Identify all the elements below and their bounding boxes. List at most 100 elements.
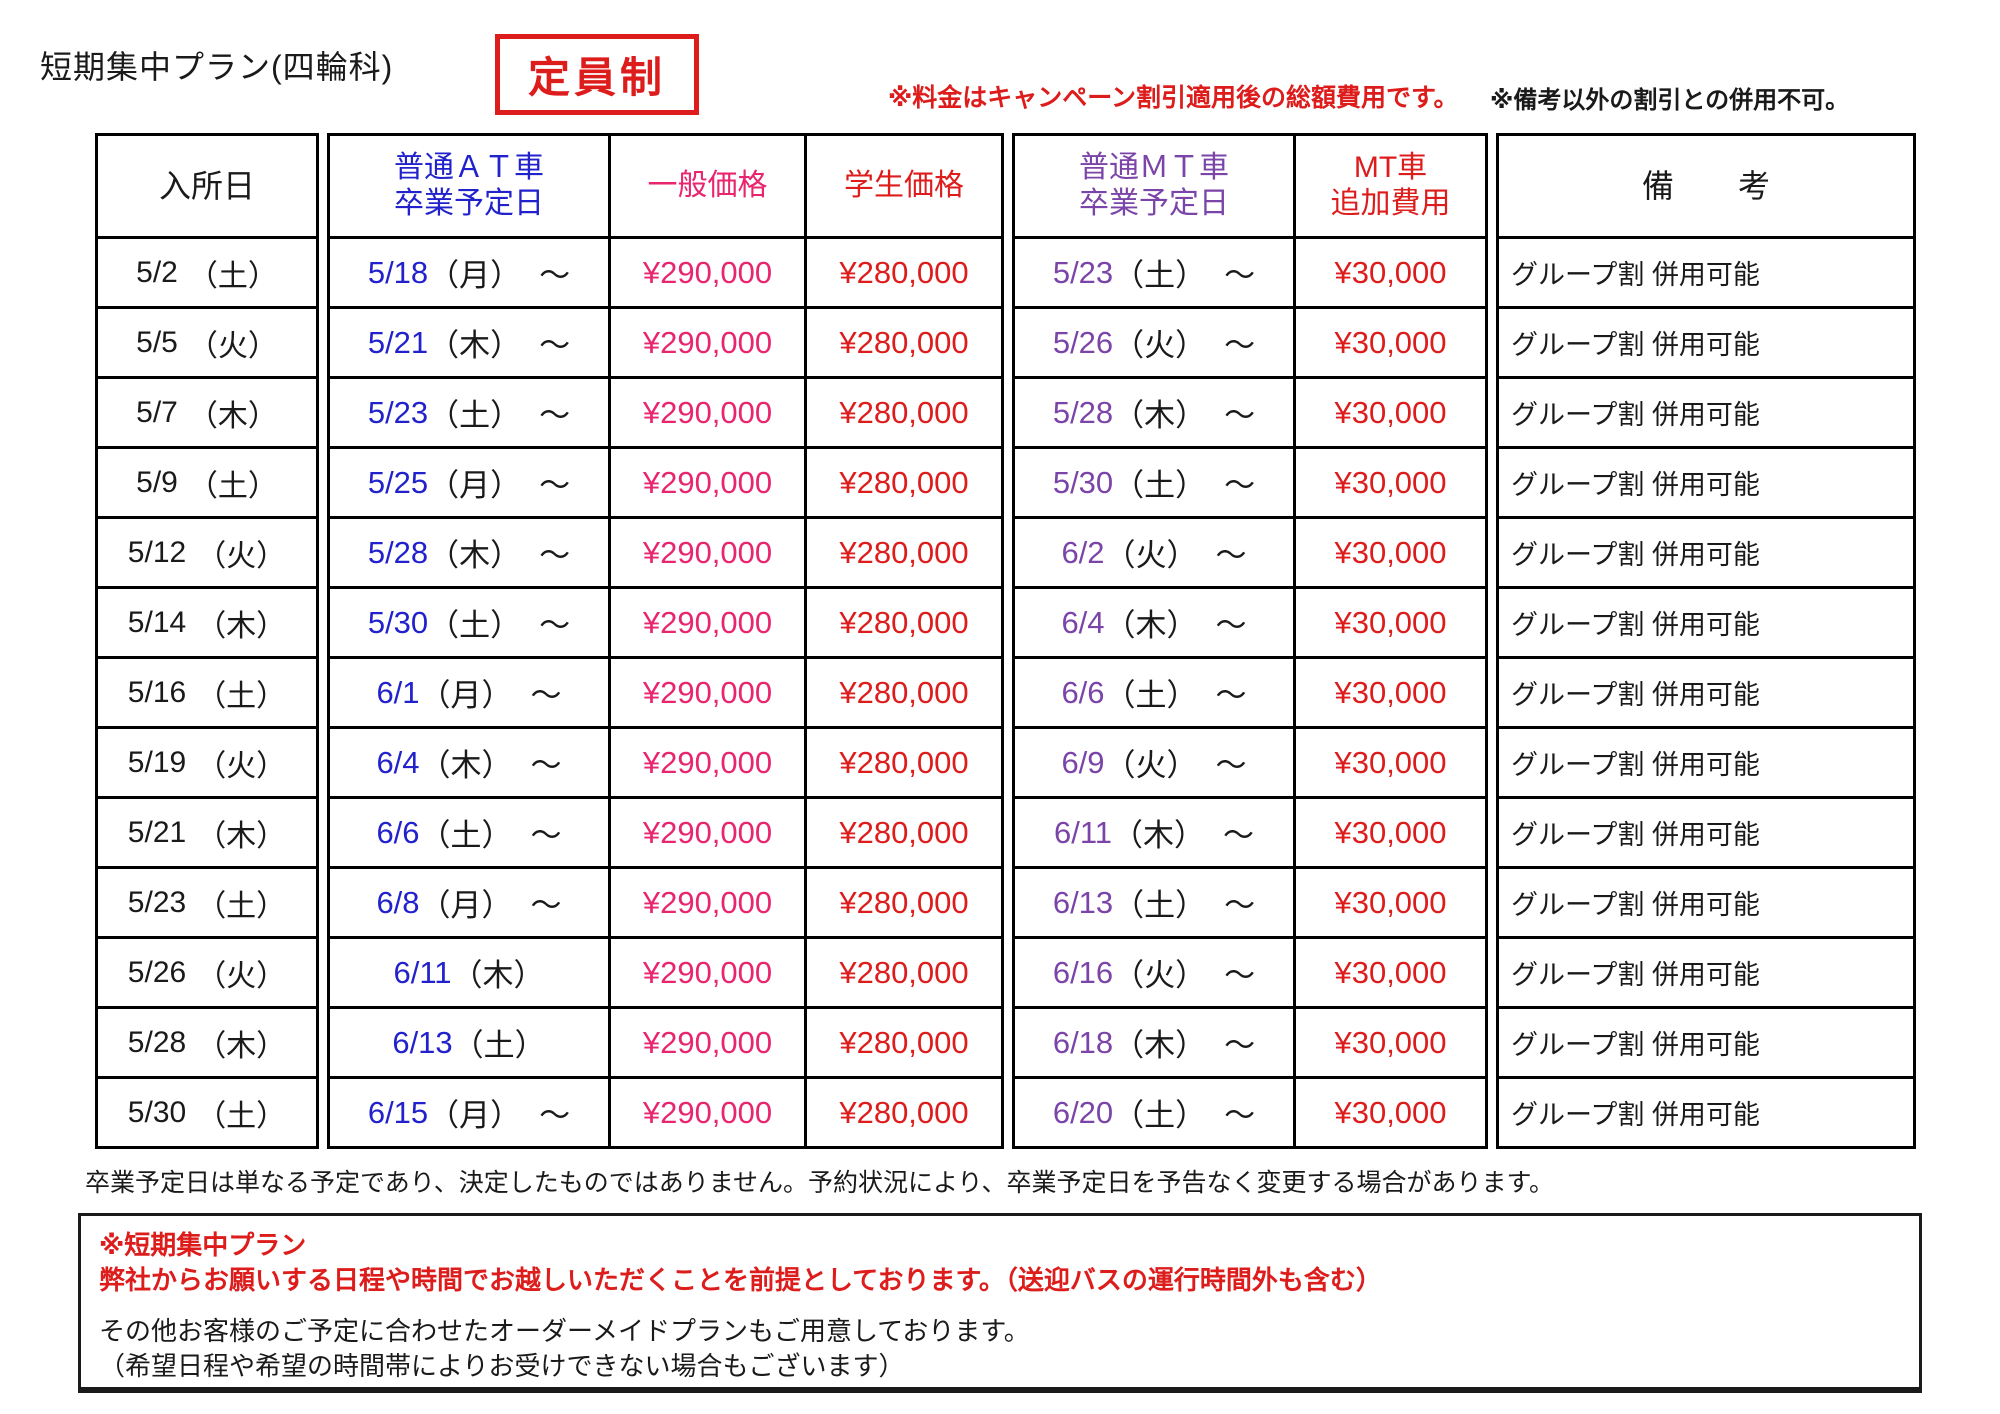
mt-graduation-day: （火） <box>1113 328 1207 363</box>
student-price: ¥280,000 <box>839 744 969 780</box>
mt-graduation-day: （木） <box>1113 398 1207 433</box>
mt-tilde: ～ <box>1223 818 1255 853</box>
mt-graduation-day: （土） <box>1113 1098 1207 1133</box>
mt-fee: ¥30,000 <box>1334 604 1447 640</box>
at-graduation-day: （木） <box>428 328 522 363</box>
info-plan-condition: 弊社からお願いする日程や時間でお越しいただくことを前提としております。（送迎バス… <box>99 1265 1382 1295</box>
mt-fee-cell: ¥30,000 <box>1293 306 1485 376</box>
entry-date: 5/21 <box>127 815 187 849</box>
at-tilde: ～ <box>539 468 571 503</box>
mt-graduation-date: 6/2 <box>1061 534 1105 570</box>
entry-day: （火） <box>187 329 278 363</box>
mt-graduation-date: 6/13 <box>1052 884 1114 920</box>
general-price: ¥290,000 <box>642 1094 773 1130</box>
mt-header-line1: 普通ＭＴ車 <box>1079 151 1229 184</box>
entry-date: 5/7 <box>136 395 178 429</box>
mt-graduation-date: 5/23 <box>1052 254 1114 290</box>
student-price: ¥280,000 <box>839 814 969 850</box>
at-graduation-day: （木） <box>451 958 545 993</box>
mt-graduation-cell: 6/18 （木） ～ <box>1015 1006 1293 1076</box>
general-price: ¥290,000 <box>642 324 773 360</box>
entry-day: （木） <box>196 1029 287 1063</box>
mt-graduation-day: （土） <box>1113 468 1207 503</box>
student-price: ¥280,000 <box>839 254 969 290</box>
at-graduation-day: （月） <box>428 1098 522 1133</box>
mt-graduation-cell: 6/11 （木） ～ <box>1015 796 1293 866</box>
at-graduation-date: 5/23 <box>367 394 429 430</box>
at-graduation-day: （月） <box>419 678 513 713</box>
entry-date-column-group: 入所日 5/2 （土） 5/5 （火） 5/7 （木） 5/9 （土） 5/12 （火） 5/14 （… <box>95 133 319 1149</box>
entry-day: （火） <box>196 539 287 573</box>
entry-day: （火） <box>196 749 287 783</box>
at-graduation-cell: 6/15 （月） ～ <box>330 1076 608 1146</box>
column-header-remarks: 備 考 <box>1641 167 1770 204</box>
mt-graduation-cell: 5/23 （土） ～ <box>1015 236 1293 306</box>
entry-date-cell: 5/14 （木） <box>98 586 316 656</box>
at-graduation-cell: 5/25 （月） ～ <box>330 446 608 516</box>
at-graduation-date: 5/21 <box>367 324 429 360</box>
general-price: ¥290,000 <box>642 744 773 780</box>
at-graduation-cell: 5/28 （木） ～ <box>330 516 608 586</box>
at-graduation-date: 6/13 <box>392 1024 453 1060</box>
at-tilde: ～ <box>530 748 562 783</box>
mt-graduation-day: （火） <box>1113 958 1207 993</box>
mt-graduation-day: （火） <box>1104 538 1198 573</box>
student-price-cell: ¥280,000 <box>804 586 1001 656</box>
general-price-cell: ¥290,000 <box>608 656 804 726</box>
mt-fee-cell: ¥30,000 <box>1293 1076 1485 1146</box>
at-graduation-day: （木） <box>419 748 513 783</box>
remarks-cell: グループ割 併用可能 <box>1499 1076 1913 1146</box>
student-price: ¥280,000 <box>839 954 969 990</box>
mt-graduation-cell: 5/28 （木） ～ <box>1015 376 1293 446</box>
at-graduation-date: 6/15 <box>367 1094 429 1130</box>
at-tilde: ～ <box>539 328 571 363</box>
at-graduation-cell: 5/21 （木） ～ <box>330 306 608 376</box>
general-price-cell: ¥290,000 <box>608 1006 804 1076</box>
plan-info-box: ※短期集中プラン 弊社からお願いする日程や時間でお越しいただくことを前提としてお… <box>78 1213 1922 1393</box>
mt-graduation-date: 5/26 <box>1052 324 1114 360</box>
mt-fee: ¥30,000 <box>1334 464 1447 500</box>
mt-tilde: ～ <box>1224 328 1256 363</box>
student-price-cell: ¥280,000 <box>804 796 1001 866</box>
schedule-table: 入所日 5/2 （土） 5/5 （火） 5/7 （木） 5/9 （土） 5/12 （火） 5/14 （… <box>95 133 1916 1149</box>
mt-fee-cell: ¥30,000 <box>1293 866 1485 936</box>
mt-fee-cell: ¥30,000 <box>1293 516 1485 586</box>
mt-fee-cell: ¥30,000 <box>1293 446 1485 516</box>
mt-tilde: ～ <box>1215 748 1247 783</box>
student-price-cell: ¥280,000 <box>804 306 1001 376</box>
entry-date-cell: 5/30 （土） <box>98 1076 316 1146</box>
student-price-cell: ¥280,000 <box>804 376 1001 446</box>
entry-date-cell: 5/26 （火） <box>98 936 316 1006</box>
remarks-cell: グループ割 併用可能 <box>1499 446 1913 516</box>
mt-fee-cell: ¥30,000 <box>1293 726 1485 796</box>
general-price: ¥290,000 <box>642 674 773 710</box>
mt-graduation-date: 6/18 <box>1052 1024 1114 1060</box>
entry-date-cell: 5/2 （土） <box>98 236 316 306</box>
remark-text: グループ割 併用可能 <box>1511 890 1760 920</box>
at-graduation-day: （月） <box>428 468 522 503</box>
entry-date-cell: 5/7 （木） <box>98 376 316 446</box>
student-price-cell: ¥280,000 <box>804 656 1001 726</box>
student-price-cell: ¥280,000 <box>804 516 1001 586</box>
general-price: ¥290,000 <box>642 954 773 990</box>
at-graduation-cell: 6/11 （木） <box>330 936 608 1006</box>
general-price-cell: ¥290,000 <box>608 866 804 936</box>
at-graduation-date: 6/1 <box>376 674 420 710</box>
student-price-cell: ¥280,000 <box>804 1076 1001 1146</box>
student-price: ¥280,000 <box>839 394 969 430</box>
info-custom-plan: その他お客様のご予定に合わせたオーダーメイドプランもご用意しております。 <box>99 1316 1030 1346</box>
general-price: ¥290,000 <box>642 814 773 850</box>
mt-tilde: ～ <box>1224 398 1256 433</box>
entry-date-cell: 5/21 （木） <box>98 796 316 866</box>
mt-fee: ¥30,000 <box>1334 394 1447 430</box>
at-graduation-date: 6/11 <box>393 954 452 990</box>
entry-date: 5/23 <box>127 885 187 919</box>
entry-date-cell: 5/5 （火） <box>98 306 316 376</box>
student-price: ¥280,000 <box>839 534 969 570</box>
mt-graduation-date: 5/30 <box>1052 464 1114 500</box>
at-graduation-day: （月） <box>428 258 522 293</box>
general-price-cell: ¥290,000 <box>608 446 804 516</box>
remark-text: グループ割 併用可能 <box>1511 1100 1760 1130</box>
entry-day: （土） <box>187 259 278 293</box>
mt-graduation-day: （土） <box>1113 258 1207 293</box>
